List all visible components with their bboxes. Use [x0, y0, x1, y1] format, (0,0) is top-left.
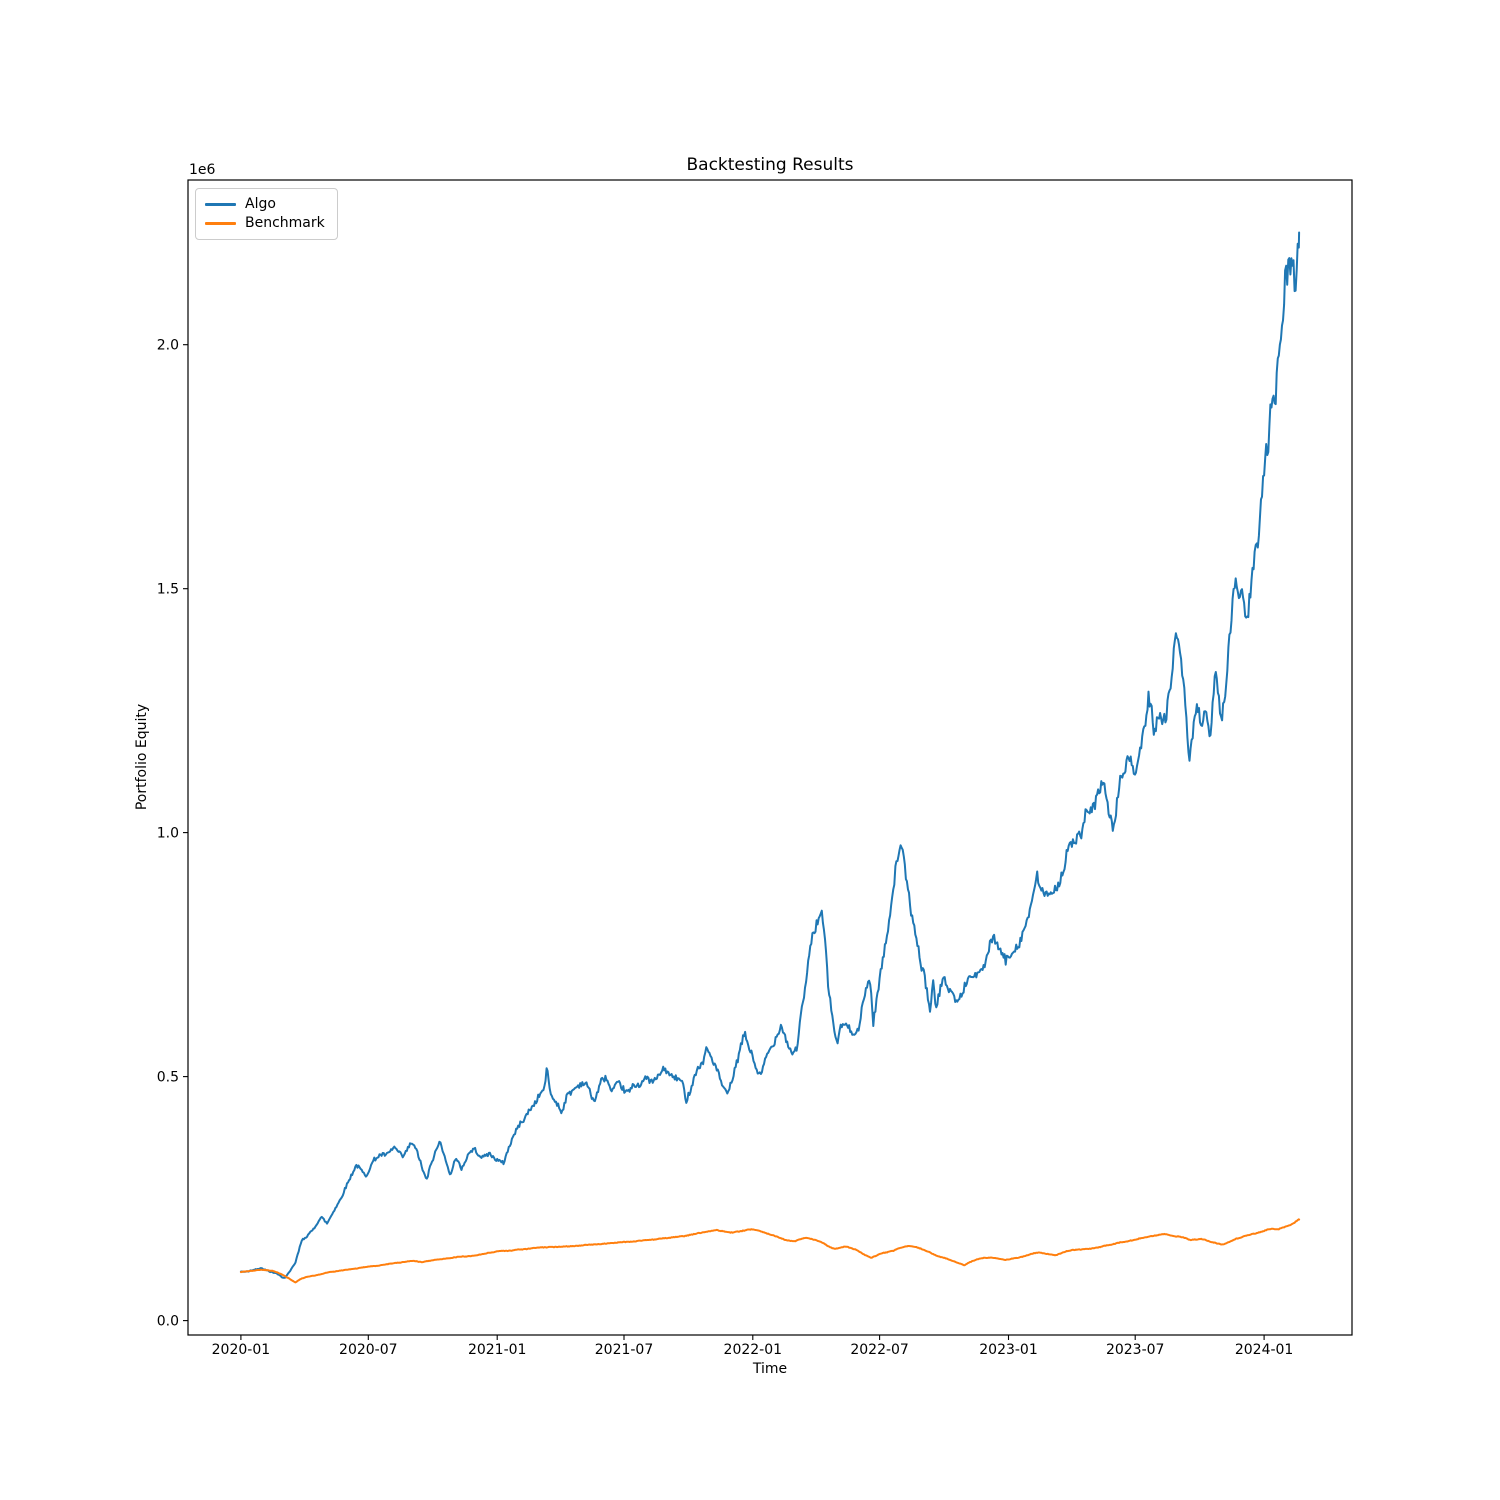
x-tick-label: 2022-01: [724, 1342, 783, 1358]
legend-item-benchmark: Benchmark: [205, 215, 325, 232]
y-axis-label: Portfolio Equity: [134, 703, 150, 811]
legend-label-benchmark: Benchmark: [245, 215, 325, 231]
y-tick-label: 0.0: [157, 1314, 179, 1330]
x-tick-label: 2020-07: [339, 1342, 398, 1358]
y-tick-label: 1.0: [157, 826, 179, 842]
x-tick-label: 2023-07: [1106, 1342, 1165, 1358]
y-axis-offset-label: 1e6: [189, 162, 216, 178]
y-tick-label: 0.5: [157, 1070, 179, 1086]
legend-item-algo: Algo: [205, 196, 325, 213]
y-tick-label: 2.0: [157, 338, 179, 354]
benchmark-line: [239, 1218, 1301, 1284]
legend-label-algo: Algo: [245, 196, 276, 212]
x-tick-label: 2023-01: [979, 1342, 1038, 1358]
x-tick-label: 2021-01: [468, 1342, 527, 1358]
benchmark-line-swatch: [205, 222, 236, 225]
x-tick-label: 2020-01: [212, 1342, 271, 1358]
legend: Algo Benchmark: [195, 188, 338, 240]
x-tick-label: 2022-07: [850, 1342, 909, 1358]
axes-spines: [187, 179, 1353, 1336]
x-tick-label: 2021-07: [595, 1342, 654, 1358]
algo-line: [239, 231, 1301, 1279]
x-tick-label: 2024-01: [1235, 1342, 1294, 1358]
y-tick-label: 1.5: [157, 582, 179, 598]
x-axis-label: Time: [752, 1361, 788, 1377]
chart-title: Backtesting Results: [686, 155, 854, 175]
algo-line-swatch: [205, 203, 236, 206]
